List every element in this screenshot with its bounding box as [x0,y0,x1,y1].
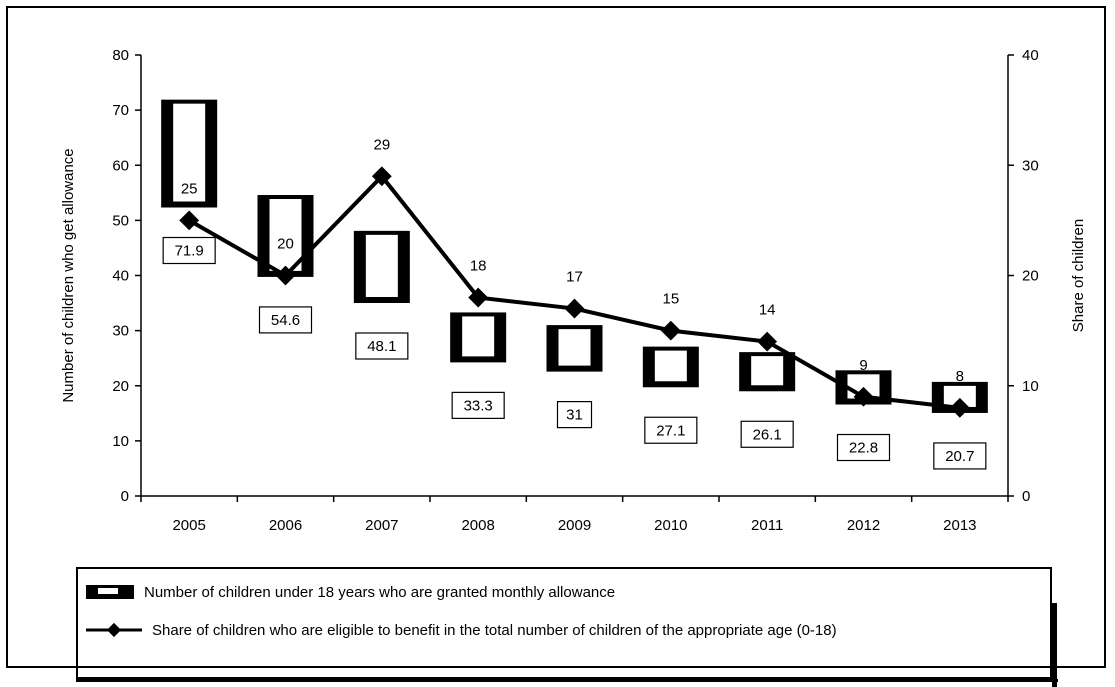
bar-inner [558,329,591,366]
bar-label-box [836,433,891,462]
bar-value-label: 48.1 [367,338,396,355]
bar-value-label: 22.8 [849,440,878,457]
y-left-tick-label: 10 [112,433,129,450]
y-right-tick-label: 0 [1022,488,1030,505]
bar-label-box [451,391,505,419]
bar-value-label: 26.1 [753,426,782,443]
bar-inner [173,103,206,202]
share-marker [564,298,585,319]
bar [642,346,699,388]
line-value-label: 25 [181,180,198,197]
line-value-label: 20 [277,236,294,253]
line-value-label: 18 [470,258,487,275]
x-tick-label: 2005 [172,517,205,534]
bar [739,352,796,392]
y-right-tick-label: 20 [1022,268,1039,285]
line-value-label: 9 [859,357,867,374]
share-marker [468,287,489,308]
y-left-tick-label: 60 [112,157,129,174]
legend-label-bars: Number of children under 18 years who ar… [144,583,616,601]
x-tick-label: 2013 [943,517,976,534]
x-tick-label: 2012 [847,517,880,534]
axes: 0 10 20 30 40 50 60 70 80 0 10 20 30 40 2005 2006 2007 20… [60,47,1087,534]
y-left-tick-label: 80 [112,47,129,64]
bar-inner [462,316,495,357]
y-left-tick-label: 50 [112,212,129,229]
share-marker [660,320,681,341]
bar-series [161,99,988,413]
legend-bar-swatch [86,585,134,599]
y-left-tick-label: 30 [112,323,129,340]
line-value-label: 15 [662,291,679,308]
y-right-tick-label: 40 [1022,47,1039,64]
legend-label-line: Share of children who are eligible to be… [152,621,837,639]
y-axis-right-title: Share of children [1070,219,1087,332]
bar-inner [654,350,687,382]
y-axis-left-title: Number of children who get allowance [60,148,77,402]
legend-line-swatch [86,622,142,638]
bar-value-label: 20.7 [945,448,974,465]
x-tick-label: 2008 [461,517,494,534]
x-tick-label: 2011 [751,517,783,534]
bar-label-box [162,236,216,265]
bar-inner [943,385,976,407]
legend-item-line: Share of children who are eligible to be… [86,617,837,643]
bar [450,312,507,363]
legend: Number of children under 18 years who ar… [76,567,1058,687]
line-series [179,166,970,418]
line-value-label: 17 [566,269,583,286]
bar-label-box [644,416,698,444]
x-tick-label: 2007 [365,517,398,534]
legend-shadow [1052,603,1057,687]
x-tick-label: 2006 [269,517,302,534]
legend-item-bars: Number of children under 18 years who ar… [86,579,615,605]
x-tick-label: 2009 [558,517,591,534]
y-left-tick-label: 70 [112,102,129,119]
share-marker [275,265,296,286]
line-value-label: 29 [373,136,390,153]
bar-label-box [258,306,313,334]
share-marker [179,210,200,231]
y-right-tick-label: 10 [1022,378,1039,395]
share-marker [853,386,874,407]
bar [161,99,218,208]
bar [353,230,410,303]
bar-value-label: 71.9 [175,243,204,260]
bar-label-box [740,420,794,448]
data-labels: 71.9 54.6 48.1 33.3 31 27.1 26.1 22.8 20.7 25 20 29… [162,136,987,470]
y-left-tick-label: 20 [112,378,129,395]
bar-label-box [933,442,987,470]
line-value-label: 8 [956,368,964,385]
line-value-label: 14 [759,302,776,319]
y-right-tick-label: 30 [1022,157,1039,174]
bar [546,325,603,372]
share-marker [757,331,778,352]
bar-value-label: 54.6 [271,312,300,329]
y-left-tick-label: 40 [112,268,129,285]
bar-inner [365,234,398,297]
y-left-tick-label: 0 [121,488,129,505]
share-marker [949,397,970,418]
bar-inner [751,356,784,386]
bar-inner [269,199,302,271]
bar-label-box [355,332,409,360]
bar-value-label: 27.1 [656,422,685,439]
legend-shadow [76,679,1058,682]
bar-value-label: 31 [566,407,583,424]
x-tick-label: 2010 [654,517,687,534]
bar-value-label: 33.3 [464,397,493,414]
bar-label-box [556,401,593,429]
share-marker [371,166,392,187]
